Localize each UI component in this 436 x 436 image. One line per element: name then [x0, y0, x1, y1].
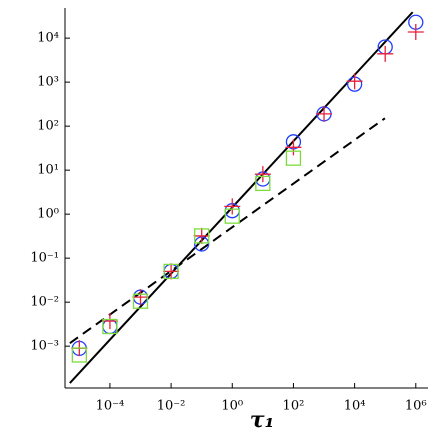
plus-marker: [254, 166, 271, 183]
plus-marker: [224, 198, 241, 215]
square-marker: [224, 208, 240, 224]
y-tick-label: 10³: [37, 75, 59, 90]
y-tick-label: 10⁻²: [30, 295, 59, 310]
plus-marker: [377, 45, 394, 62]
x-tick-label: 10⁶: [405, 399, 427, 414]
x-tick-label: 10⁴: [344, 399, 366, 414]
square-marker: [163, 263, 179, 280]
x-tick-label: 10⁻²: [157, 399, 186, 414]
y-tick-label: 10¹: [37, 163, 59, 178]
x-tick-label: 10⁻⁴: [96, 399, 125, 414]
plus-marker: [163, 263, 180, 280]
plus-marker: [193, 227, 210, 244]
y-tick-label: 10⁰: [37, 207, 59, 222]
fit-line: [69, 117, 386, 344]
plus-marker: [132, 289, 149, 306]
x-tick-label: 10²: [283, 399, 305, 414]
plus-marker: [101, 313, 118, 330]
fit-line: [69, 11, 414, 384]
plus-marker: [285, 139, 302, 156]
square-marker: [102, 318, 118, 335]
plus-marker: [346, 73, 363, 90]
square-marker: [71, 347, 87, 363]
square-marker: [285, 150, 302, 166]
square-marker: [132, 293, 149, 309]
y-tick-label: 10⁴: [37, 31, 59, 46]
square-marker: [194, 228, 210, 244]
plus-marker: [316, 105, 333, 122]
x-tick-label: 10⁰: [221, 399, 243, 414]
y-tick-label: 10⁻³: [30, 339, 59, 354]
plus-marker: [407, 23, 424, 40]
x-axis-label: τ₁: [250, 407, 274, 433]
y-tick-label: 10⁻¹: [30, 251, 59, 266]
y-tick-label: 10²: [37, 119, 59, 134]
square-marker: [255, 175, 271, 192]
